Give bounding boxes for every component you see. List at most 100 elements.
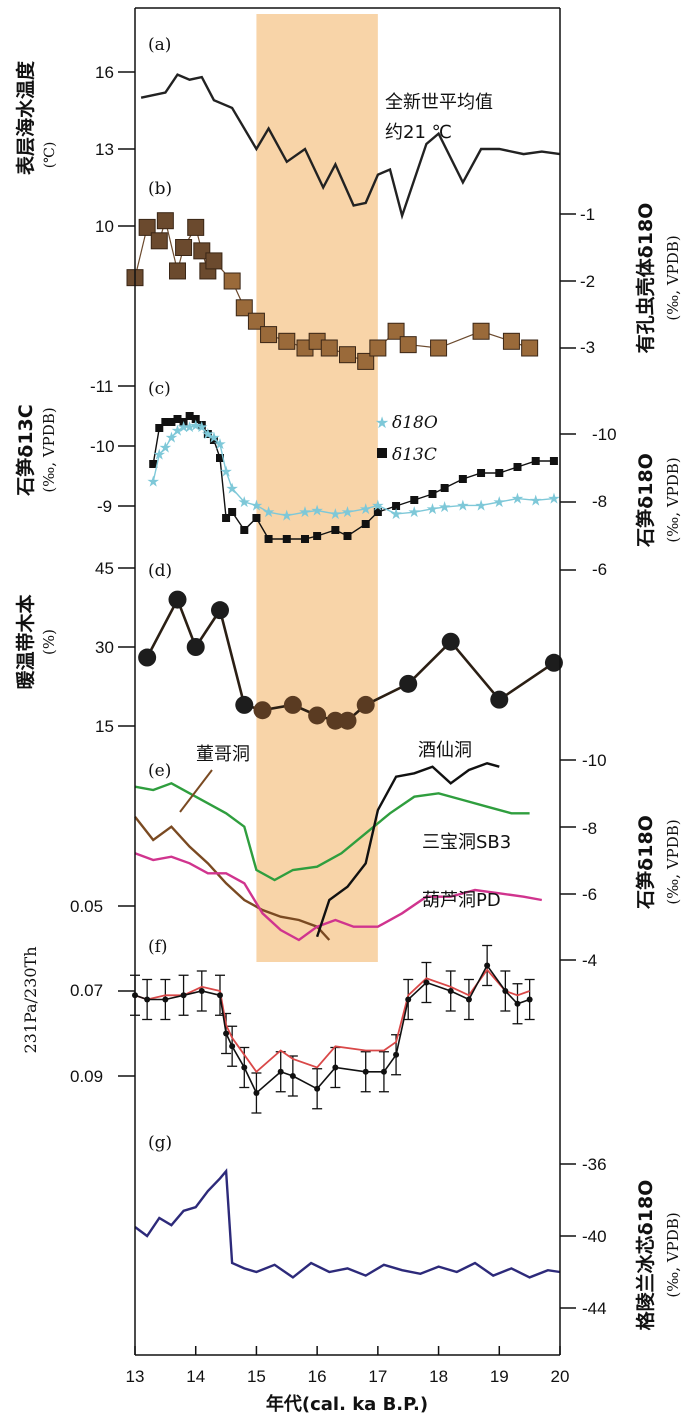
c-d18o-point: ★ xyxy=(238,493,251,511)
c-d18o-point: ★ xyxy=(177,418,190,436)
f-pa-th-point xyxy=(314,1085,321,1092)
a-sst-line xyxy=(140,73,561,220)
panel-tag-f: (f) xyxy=(148,937,168,957)
c-d18o-point: ★ xyxy=(529,491,542,509)
c-d13c-point xyxy=(361,520,370,528)
b-ytick-2: -2 xyxy=(580,272,595,291)
f-pa-th-point xyxy=(144,996,151,1003)
b-ylabel: 有孔虫壳体δ18O xyxy=(634,203,657,354)
f-pa-th-point xyxy=(502,988,509,994)
x-tick-label: 18 xyxy=(429,1367,448,1386)
c-d13c-point xyxy=(149,460,158,468)
c-ytick-r8: -8 xyxy=(592,492,607,511)
f-pa-th-point xyxy=(484,962,491,969)
c-d13c-point xyxy=(222,514,231,522)
c-d13c-point xyxy=(343,532,352,540)
c-d18o-point: ★ xyxy=(341,503,354,521)
b-foram-point xyxy=(278,332,296,350)
d-pollen-point xyxy=(441,632,460,651)
d-ytick-45: 45 xyxy=(95,559,114,578)
c-d13c-point xyxy=(495,469,504,477)
c-d13c-point xyxy=(513,463,522,471)
f-pa-th-point xyxy=(362,1068,369,1075)
d-pollen-point xyxy=(356,695,375,714)
c-d18o-point: ★ xyxy=(262,503,275,521)
a-ylabel: 表层海水温度 xyxy=(14,60,37,175)
c-d13c-point xyxy=(282,535,291,543)
e-cave-line-2 xyxy=(134,852,543,942)
e-ytick-8: -8 xyxy=(582,819,597,838)
c-ytick-r10: -10 xyxy=(592,425,617,444)
b-foram-point xyxy=(320,339,338,357)
b-foram-point xyxy=(430,339,448,357)
d-ylabel: 暖温带木本 xyxy=(14,594,37,689)
b-foram-point xyxy=(339,346,356,364)
c-d13c-point xyxy=(373,508,382,516)
b-foram-point xyxy=(205,252,223,270)
c-ytick-9: -9 xyxy=(97,497,112,516)
c-ytick-r6: -6 xyxy=(592,560,607,579)
x-tick-label: 20 xyxy=(551,1367,570,1386)
f-pa-th-point xyxy=(180,992,187,999)
label-hulu: 葫芦洞PD xyxy=(422,890,501,911)
c-d18o-point: ★ xyxy=(159,439,172,457)
e-ytick-10: -10 xyxy=(582,751,607,770)
g-ylabel-right: 格陵兰冰芯δ18O xyxy=(634,1180,657,1331)
c-d18o-point: ★ xyxy=(371,496,384,514)
d-yunit: (%) xyxy=(40,629,58,655)
b-foram-point xyxy=(247,312,265,330)
f-pa-th-black-line xyxy=(134,963,530,1095)
b-foram-point xyxy=(150,232,168,250)
f-pa-th-point xyxy=(514,1000,521,1007)
panel-tag-b: (b) xyxy=(148,179,172,199)
d-pollen-point xyxy=(544,653,563,672)
a-yunit: (℃) xyxy=(42,142,58,169)
c-d18o-line xyxy=(152,424,554,517)
d-ytick-30: 30 xyxy=(95,638,114,657)
c-d13c-point xyxy=(392,502,401,510)
panel-tag-d: (d) xyxy=(148,561,172,581)
e-ytick-6: -6 xyxy=(582,885,597,904)
a-ytick-13: 13 xyxy=(95,140,114,159)
c-d13c-point xyxy=(549,457,558,465)
c-d13c-point xyxy=(240,526,249,534)
c-d18o-point: ★ xyxy=(219,462,232,480)
legend-d18o: δ18O xyxy=(392,413,438,433)
f-pa-th-point xyxy=(380,1068,387,1075)
b-foram-point xyxy=(138,218,156,236)
c-d18o-point: ★ xyxy=(195,418,208,436)
c-d18o-point: ★ xyxy=(146,473,159,491)
c-ytick-10: -10 xyxy=(90,437,115,456)
holocene-note-line2: 约21 ℃ xyxy=(385,122,452,143)
panel-tag-a: (a) xyxy=(148,35,171,55)
c-d18o-point: ★ xyxy=(310,502,323,520)
c-d18o-point: ★ xyxy=(426,500,439,518)
b-foram-point xyxy=(472,322,490,340)
c-d18o-point: ★ xyxy=(280,507,293,525)
b-foram-point xyxy=(369,339,387,357)
g-ice-core-line xyxy=(134,1168,561,1279)
f-pa-th-red-line xyxy=(134,968,530,1074)
a-ytick-10: 10 xyxy=(95,217,114,236)
c-d13c-point xyxy=(185,412,194,420)
d-pollen-point xyxy=(235,695,254,714)
highlight-band xyxy=(256,14,378,962)
c-d18o-point: ★ xyxy=(329,505,342,523)
x-tick-label: 14 xyxy=(186,1367,205,1386)
f-pa-th-point xyxy=(526,996,533,1003)
f-ytick-009: 0.09 xyxy=(70,1067,103,1086)
c-d13c-point xyxy=(440,484,449,492)
f-pa-th-point xyxy=(393,1051,400,1058)
f-pa-th-point xyxy=(162,996,169,1003)
b-foram-point xyxy=(169,262,186,280)
b-ytick-3: -3 xyxy=(580,338,595,357)
c-yunit-right: (‰, VPDB) xyxy=(664,457,682,542)
d-pollen-point xyxy=(399,674,418,693)
f-pa-th-point xyxy=(289,1073,296,1079)
f-pa-th-point xyxy=(447,988,454,994)
b-ytick-1: -1 xyxy=(580,205,595,224)
c-d18o-point: ★ xyxy=(456,496,469,514)
b-foram-point xyxy=(260,326,278,344)
c-d18o-point: ★ xyxy=(201,425,214,443)
b-foram-point xyxy=(502,332,520,350)
